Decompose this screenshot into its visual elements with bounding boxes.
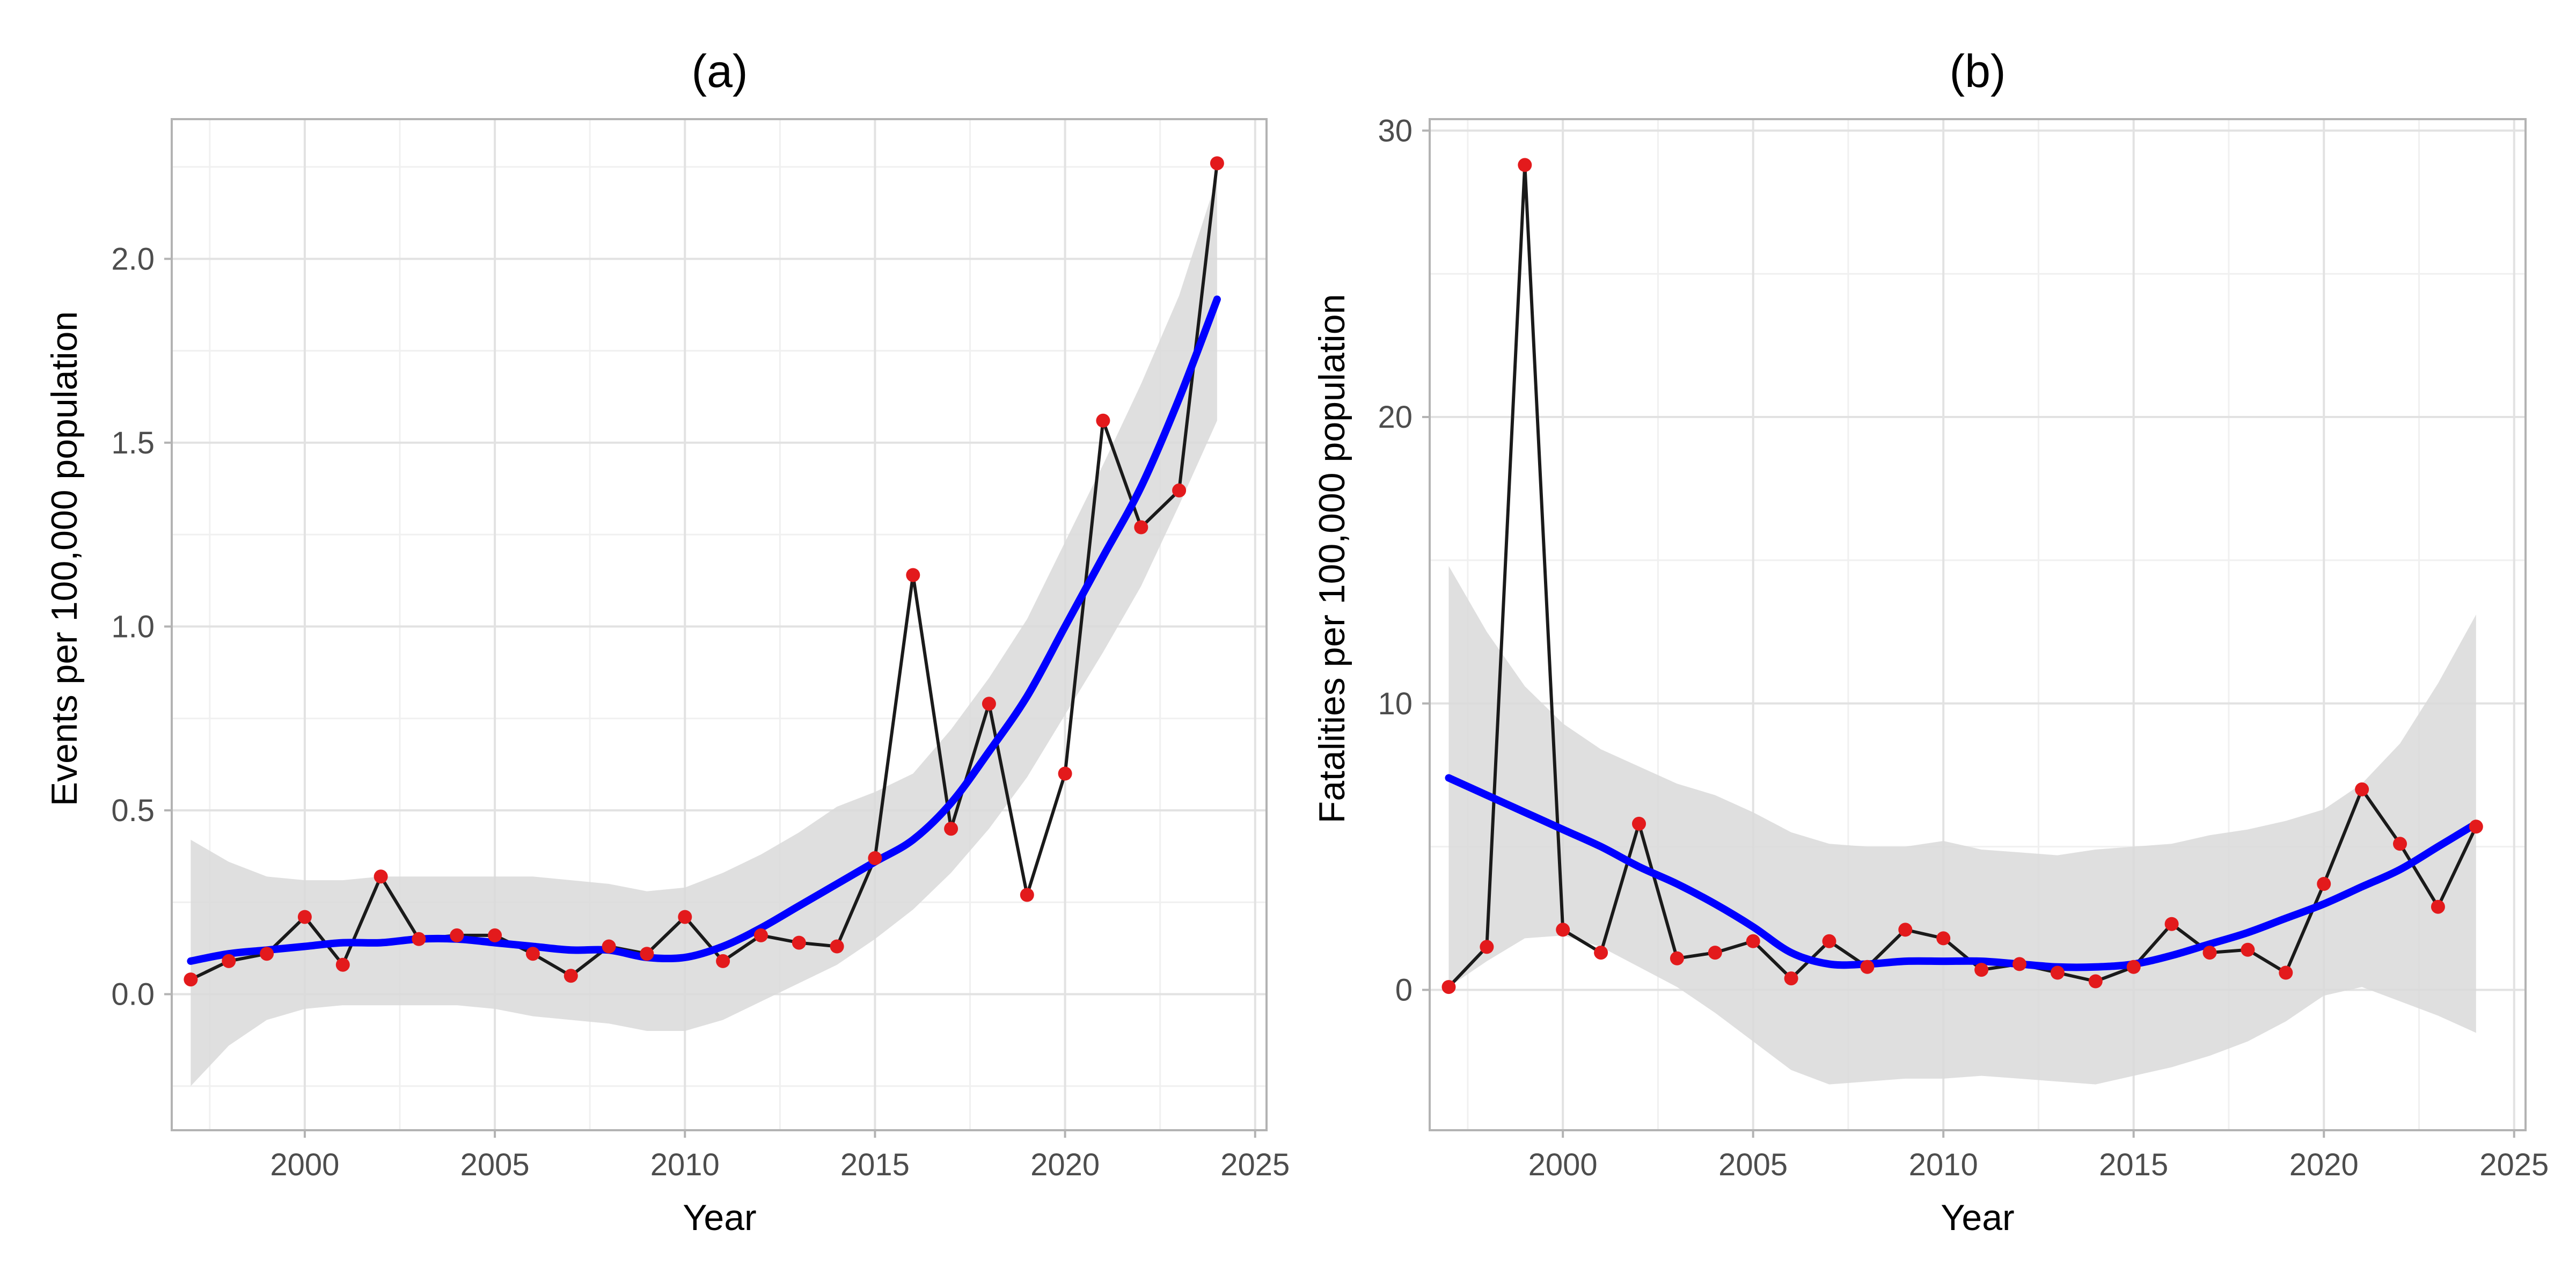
panel-b-data-point (1898, 923, 1913, 937)
panel-a-y-tick-label: 2.0 (111, 241, 155, 276)
panel-b-title: (b) (1949, 46, 2006, 97)
panel-a-x-tick-label: 2000 (270, 1147, 339, 1182)
panel-b-data-point (1441, 980, 1456, 994)
panel-b-x-tick-label: 2025 (2479, 1147, 2549, 1182)
panel-a-data-point (792, 935, 806, 950)
panel-a-data-point (944, 822, 958, 836)
panel-a-data-point (1172, 483, 1187, 497)
panel-b-data-point (2431, 899, 2445, 914)
panel-a-y-tick-label: 0.0 (111, 977, 155, 1012)
panel-b-data-point (1784, 971, 1798, 986)
panel-a-data-point (335, 957, 350, 972)
panel-b-y-tick-label: 10 (1378, 686, 1413, 721)
panel-b-data-point (2050, 965, 2065, 980)
panel-a-x-tick-label: 2015 (840, 1147, 910, 1182)
panel-b-data-point (1594, 946, 1608, 960)
panel-b-data-point (1556, 923, 1570, 937)
panel-a-x-tick-label: 2005 (460, 1147, 530, 1182)
panel-b-y-axis-title: Fatalities per 100,000 population (1312, 294, 1352, 824)
panel-a-data-point (982, 697, 996, 711)
panel-a-data-point (297, 910, 312, 924)
panel-a-data-point (1058, 766, 1072, 781)
panel-b-data-point (2164, 917, 2179, 931)
panel-b-data-point (2393, 837, 2407, 851)
panel-b-data-point (2202, 946, 2217, 960)
panel-a-data-point (260, 947, 274, 961)
panel-b-observed-line (1447, 163, 2478, 989)
panel-a-data-point (640, 947, 654, 961)
panel-b-data-point (2241, 942, 2255, 957)
panel-a-y-tick-label: 0.5 (111, 793, 155, 828)
panel-b-panel-border (1429, 118, 2527, 1131)
panel-b-x-axis-title: Year (1941, 1197, 2014, 1238)
panel-b-y-tick-label: 30 (1378, 113, 1413, 148)
panel-a-x-axis-title: Year (683, 1197, 756, 1238)
panel-b-x-tick-label: 2005 (1718, 1147, 1788, 1182)
panel-b-data-point (1632, 816, 1646, 831)
panel-a-x-tick-label: 2025 (1220, 1147, 1290, 1182)
panel-b-data-point (2088, 974, 2103, 989)
panel-a: 2000 2005 2010 2015 2020 20250.00.51.01.52.0 … (44, 46, 1290, 1238)
panel-b-data-point (1860, 960, 1875, 974)
panel-b-data-point (1974, 963, 1989, 977)
panel-b-data-point (1936, 931, 1951, 946)
panel-a-data-point (906, 568, 920, 582)
panel-b-data-point (2469, 819, 2483, 834)
panel-a-smooth-line (187, 295, 1221, 965)
panel-a-x-tick-label: 2020 (1030, 1147, 1100, 1182)
panel-a-title: (a) (691, 46, 748, 97)
panel-b: 2000 2005 2010 2015 2020 2025 0 10 20 30 (b) Year… (1312, 46, 2549, 1238)
panel-b-x-tick-label: 2010 (1909, 1147, 1978, 1182)
panel-a-data-point (602, 939, 616, 954)
panel-a-data-point (525, 947, 540, 961)
panel-a-confidence-band (191, 178, 1217, 1086)
panel-b-data-point (1746, 934, 1760, 948)
panel-a-data-point (564, 969, 578, 983)
panel-a-data-point (678, 910, 692, 924)
panel-b-data-point (1822, 934, 1836, 948)
panel-b-x-tick-label: 2020 (2289, 1147, 2359, 1182)
panel-a-data-point (1020, 888, 1034, 902)
panel-a-y-axis-title: Events per 100,000 population (44, 311, 85, 806)
panel-a-data-point (1096, 413, 1110, 428)
panel-b-data-point (1670, 951, 1684, 965)
panel-b-data-point (1480, 940, 1494, 954)
panel-a-data-point (222, 954, 236, 968)
panel-b-smooth-line (1445, 774, 2480, 971)
panel-b-data-point (2012, 957, 2026, 971)
panel-a-observed-line (190, 163, 1219, 981)
panel-a-x-tick-label: 2010 (650, 1147, 720, 1182)
panel-a-data-point (184, 972, 198, 987)
panel-b-data-point (2355, 782, 2369, 796)
panel-a-data-point (716, 954, 730, 968)
panel-b-x-tick-label: 2015 (2099, 1147, 2168, 1182)
panel-a-data-point (1210, 156, 1224, 171)
panel-b-y-tick-label: 0 (1395, 972, 1413, 1007)
panel-b-data-point (2126, 960, 2141, 974)
panel-a-data-point (830, 939, 844, 954)
panel-a-data-point (1134, 520, 1148, 535)
panel-b-data-point (1518, 158, 1532, 172)
panel-b-y-tick-label: 20 (1378, 400, 1413, 435)
panel-b-data-point (1708, 946, 1722, 960)
panel-a-panel-border (171, 118, 1268, 1131)
panel-a-data-point (488, 928, 502, 942)
panel-a-data-point (450, 928, 464, 942)
panel-b-x-tick-label: 2000 (1528, 1147, 1598, 1182)
panel-a-y-tick-label: 1.5 (111, 426, 155, 460)
panel-b-data-point (2317, 877, 2331, 891)
panel-a-data-point (412, 932, 426, 946)
panel-a-y-tick-label: 1.0 (111, 609, 155, 644)
panel-a-data-point (374, 869, 388, 884)
panel-b-data-point (2279, 965, 2293, 980)
panel-a-data-point (753, 928, 768, 942)
panel-a-data-point (868, 851, 882, 865)
